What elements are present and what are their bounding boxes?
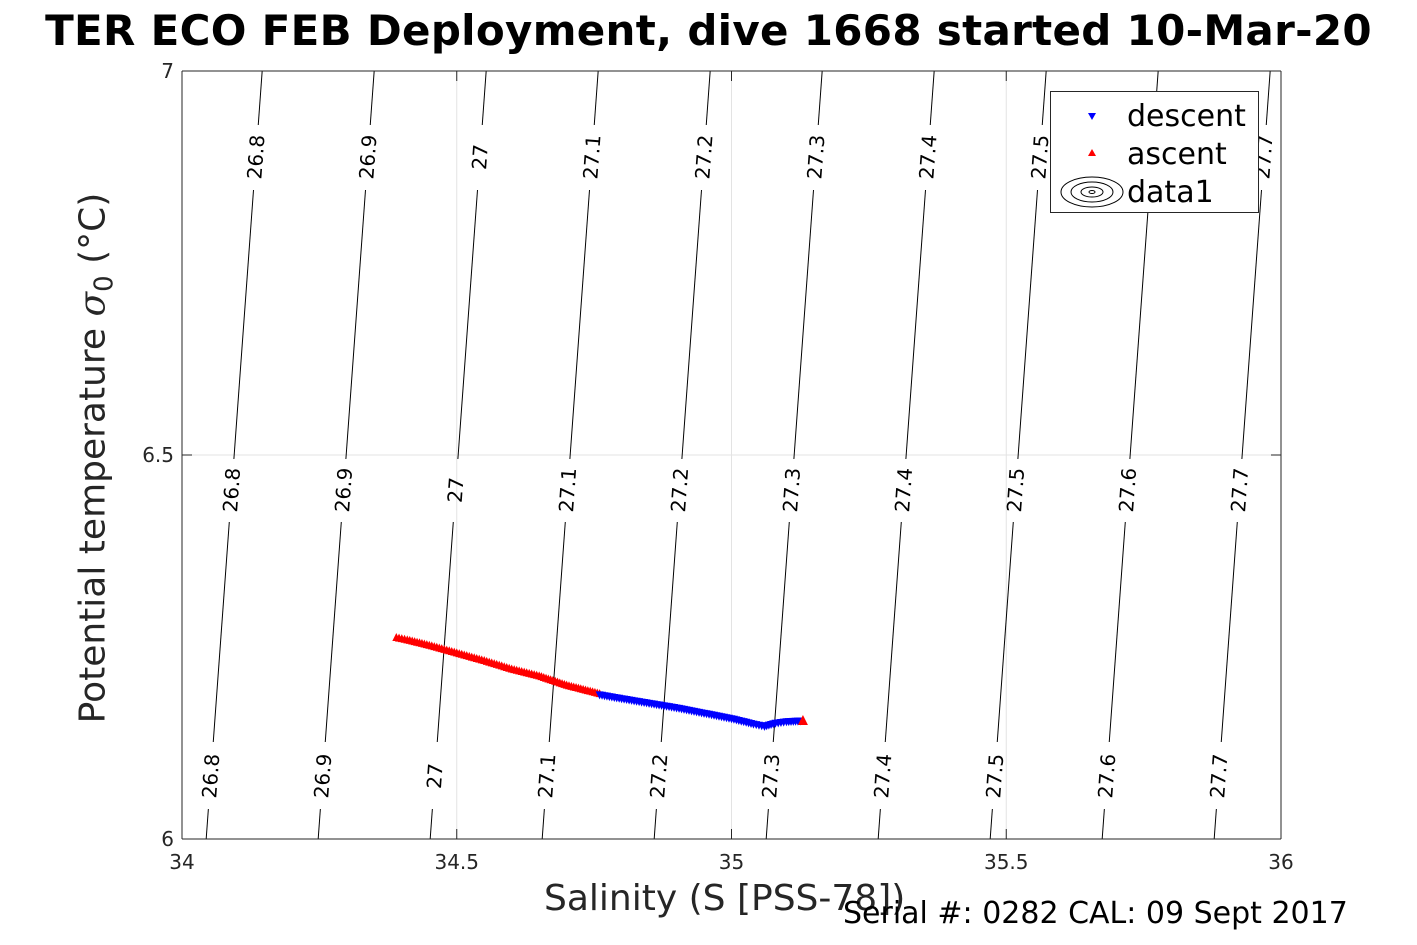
- isopycnal-contour: [548, 521, 566, 743]
- contour-label: 27.6: [1114, 467, 1141, 513]
- contour-label: 27.2: [645, 753, 672, 799]
- legend-ascent-label: ascent: [1127, 137, 1227, 172]
- y-axis-label-subscript: 0: [89, 275, 120, 292]
- isopycnal-contour: [233, 189, 254, 460]
- y-axis-label: Potential temperature σ0 (°C): [72, 193, 119, 724]
- y-tick-label: 6.5: [142, 443, 174, 467]
- isopycnal-contour: [1017, 189, 1038, 460]
- contour-label: 27.1: [554, 467, 581, 513]
- isopycnal-contour: [369, 70, 375, 126]
- legend: descent ascent data1: [1050, 91, 1259, 213]
- isopycnal-contour: [1265, 70, 1271, 126]
- isopycnal-contour: [1129, 189, 1150, 460]
- calibration-footer: Serial #: 0282 CAL: 09 Sept 2017: [843, 896, 1348, 931]
- isopycnal-contour: [436, 521, 454, 743]
- isopycnal-contour: [324, 521, 342, 743]
- contour-label: 26.8: [218, 467, 245, 513]
- isopycnal-contour: [541, 808, 545, 840]
- isopycnal-contour: [817, 70, 823, 126]
- contour-label: 27.7: [1226, 467, 1253, 513]
- contour-label: 26.8: [197, 753, 224, 799]
- legend-item-ascent: ascent: [1051, 134, 1260, 172]
- contour-label: 27.6: [1093, 753, 1120, 799]
- isopycnal-contour: [1101, 808, 1105, 840]
- isopycnal-contour: [905, 189, 926, 460]
- contour-label: 27.4: [869, 753, 896, 799]
- isopycnal-contour: [212, 521, 230, 743]
- isopycnal-contour: [929, 70, 935, 126]
- ascent-marker: [392, 633, 401, 642]
- contour-label: 27.5: [1026, 134, 1053, 180]
- isopycnal-contour: [593, 70, 599, 126]
- isopycnal-contour: [996, 521, 1014, 743]
- x-tick-label: 34: [169, 850, 194, 874]
- ascent-marker: [797, 714, 808, 725]
- isopycnal-contour: [317, 808, 321, 840]
- contour-label: 27.2: [666, 467, 693, 513]
- contour-label: 27: [422, 762, 448, 789]
- contour-label: 27.5: [1002, 467, 1029, 513]
- isopycnal-contour: [569, 189, 590, 460]
- contour-label: 26.9: [354, 134, 381, 180]
- isopycnal-contour: [705, 70, 711, 126]
- isopycnal-contour: [772, 521, 790, 743]
- contour-label: 27.4: [890, 467, 917, 513]
- legend-contour-icon: [1060, 176, 1124, 208]
- contour-label: 26.9: [309, 753, 336, 799]
- x-tick-label: 35: [719, 850, 744, 874]
- isopycnal-contour: [205, 808, 209, 840]
- isopycnal-contour: [1108, 521, 1126, 743]
- contour-label: 27: [467, 143, 493, 170]
- chart-title: TER ECO FEB Deployment, dive 1668 starte…: [45, 6, 1372, 55]
- isopycnal-contour: [429, 808, 433, 840]
- isopycnal-contour: [345, 189, 366, 460]
- legend-data1-label: data1: [1127, 175, 1214, 210]
- isopycnal-contour: [765, 808, 769, 840]
- isopycnal-contour: [653, 808, 657, 840]
- y-axis-label-symbol: σ: [72, 291, 114, 317]
- isopycnal-contour: [257, 70, 263, 126]
- isopycnal-contour: [989, 808, 993, 840]
- isopycnal-contour: [793, 189, 814, 460]
- contour-label: 27.4: [914, 134, 941, 180]
- legend-item-data1: data1: [1051, 172, 1260, 210]
- isopycnal-contour: [1220, 521, 1238, 743]
- legend-descent-marker: [1088, 113, 1096, 120]
- x-tick-label: 36: [1268, 850, 1293, 874]
- contour-label: 27.3: [757, 753, 784, 799]
- isopycnal-contour: [457, 189, 478, 460]
- y-tick-label: 6: [161, 827, 174, 851]
- isopycnal-contour: [481, 70, 487, 126]
- contour-label: 26.8: [242, 134, 269, 180]
- legend-descent-label: descent: [1127, 99, 1246, 134]
- contour-label: 27.2: [690, 134, 717, 180]
- x-axis-label: Salinity (S [PSS-78]): [544, 878, 906, 919]
- contour-label: 27.1: [533, 753, 560, 799]
- contour-label: 26.9: [330, 467, 357, 513]
- y-axis-label-unit: (°C): [72, 192, 114, 264]
- contour-label: 27.3: [802, 134, 829, 180]
- isopycnal-contour: [884, 521, 902, 743]
- contour-label: 27.7: [1205, 753, 1232, 799]
- contour-label: 27.5: [981, 753, 1008, 799]
- legend-item-descent: descent: [1051, 96, 1260, 134]
- x-tick-label: 34.5: [434, 850, 479, 874]
- contour-label: 27: [443, 476, 469, 503]
- isopycnal-contour: [1241, 189, 1262, 460]
- x-tick-label: 35.5: [984, 850, 1029, 874]
- contour-label: 27.1: [578, 134, 605, 180]
- contour-label: 27.3: [778, 467, 805, 513]
- y-tick-label: 7: [161, 59, 174, 83]
- isopycnal-contour: [1041, 70, 1047, 126]
- isopycnal-contour: [1213, 808, 1217, 840]
- isopycnal-contour: [681, 189, 702, 460]
- legend-ascent-marker: [1088, 149, 1096, 156]
- isopycnal-contour: [877, 808, 881, 840]
- y-axis-label-main: Potential temperature: [72, 327, 114, 724]
